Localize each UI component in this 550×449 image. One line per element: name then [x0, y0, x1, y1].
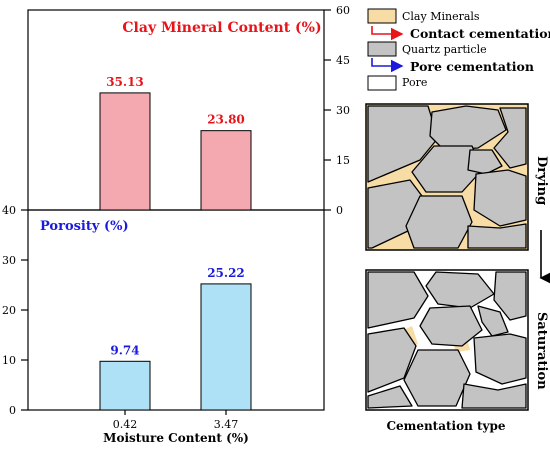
drying-label: Drying — [534, 156, 549, 205]
bar-data-label: 23.80 — [207, 113, 245, 127]
legend: Clay Minerals Contact cementation Quartz… — [368, 9, 550, 90]
saturation-diagram: Saturation — [366, 270, 549, 410]
drying-diagram: Drying — [366, 104, 549, 250]
x-axis-label: Moisture Content (%) — [103, 431, 249, 445]
x-tick-label: 3.47 — [214, 418, 239, 431]
legend-pore-cementation-label: Pore cementation — [410, 59, 534, 74]
y-tick-label: 15 — [336, 154, 350, 167]
y-tick-label: 10 — [2, 354, 16, 367]
legend-quartz-label: Quartz particle — [402, 43, 487, 56]
x-tick-label: 0.42 — [113, 418, 138, 431]
y-tick-label: 60 — [336, 4, 350, 17]
y-tick-label: 30 — [2, 254, 16, 267]
bar-data-label: 35.13 — [106, 75, 144, 89]
blue-arrow-icon — [372, 58, 402, 66]
y-tick-label: 0 — [336, 204, 343, 217]
top-chart-title: Clay Mineral Content (%) — [122, 20, 321, 36]
legend-pore-label: Pore — [402, 76, 427, 89]
top-panel-frame — [28, 10, 324, 210]
y-tick-label: 40 — [2, 204, 16, 217]
y-tick-label: 45 — [336, 54, 350, 67]
bottom-chart-marks: 0 10 20 30 40 9.74 25.22 0.42 3.47 — [2, 204, 251, 431]
y-tick-label: 0 — [9, 404, 16, 417]
legend-clay-label: Clay Minerals — [402, 10, 480, 23]
quartz-swatch-icon — [368, 42, 396, 56]
y-tick-label: 20 — [2, 304, 16, 317]
bar — [201, 131, 251, 210]
bottom-chart-title: Porosity (%) — [40, 219, 129, 234]
clay-swatch-icon — [368, 9, 396, 23]
bar-data-label: 25.22 — [207, 266, 245, 280]
red-arrow-icon — [372, 26, 402, 34]
bar-data-label: 9.74 — [110, 343, 139, 357]
bar — [100, 93, 150, 210]
bottom-panel-frame — [28, 210, 324, 410]
saturation-label: Saturation — [534, 312, 549, 390]
diagram-caption: Cementation type — [386, 419, 505, 433]
y-tick-label: 30 — [336, 104, 350, 117]
legend-contact-label: Contact cementation — [410, 26, 550, 41]
bar — [100, 361, 150, 410]
bottom-panel — [28, 210, 324, 410]
bar — [201, 284, 251, 410]
pore-swatch-icon — [368, 76, 396, 90]
top-panel — [28, 10, 324, 210]
